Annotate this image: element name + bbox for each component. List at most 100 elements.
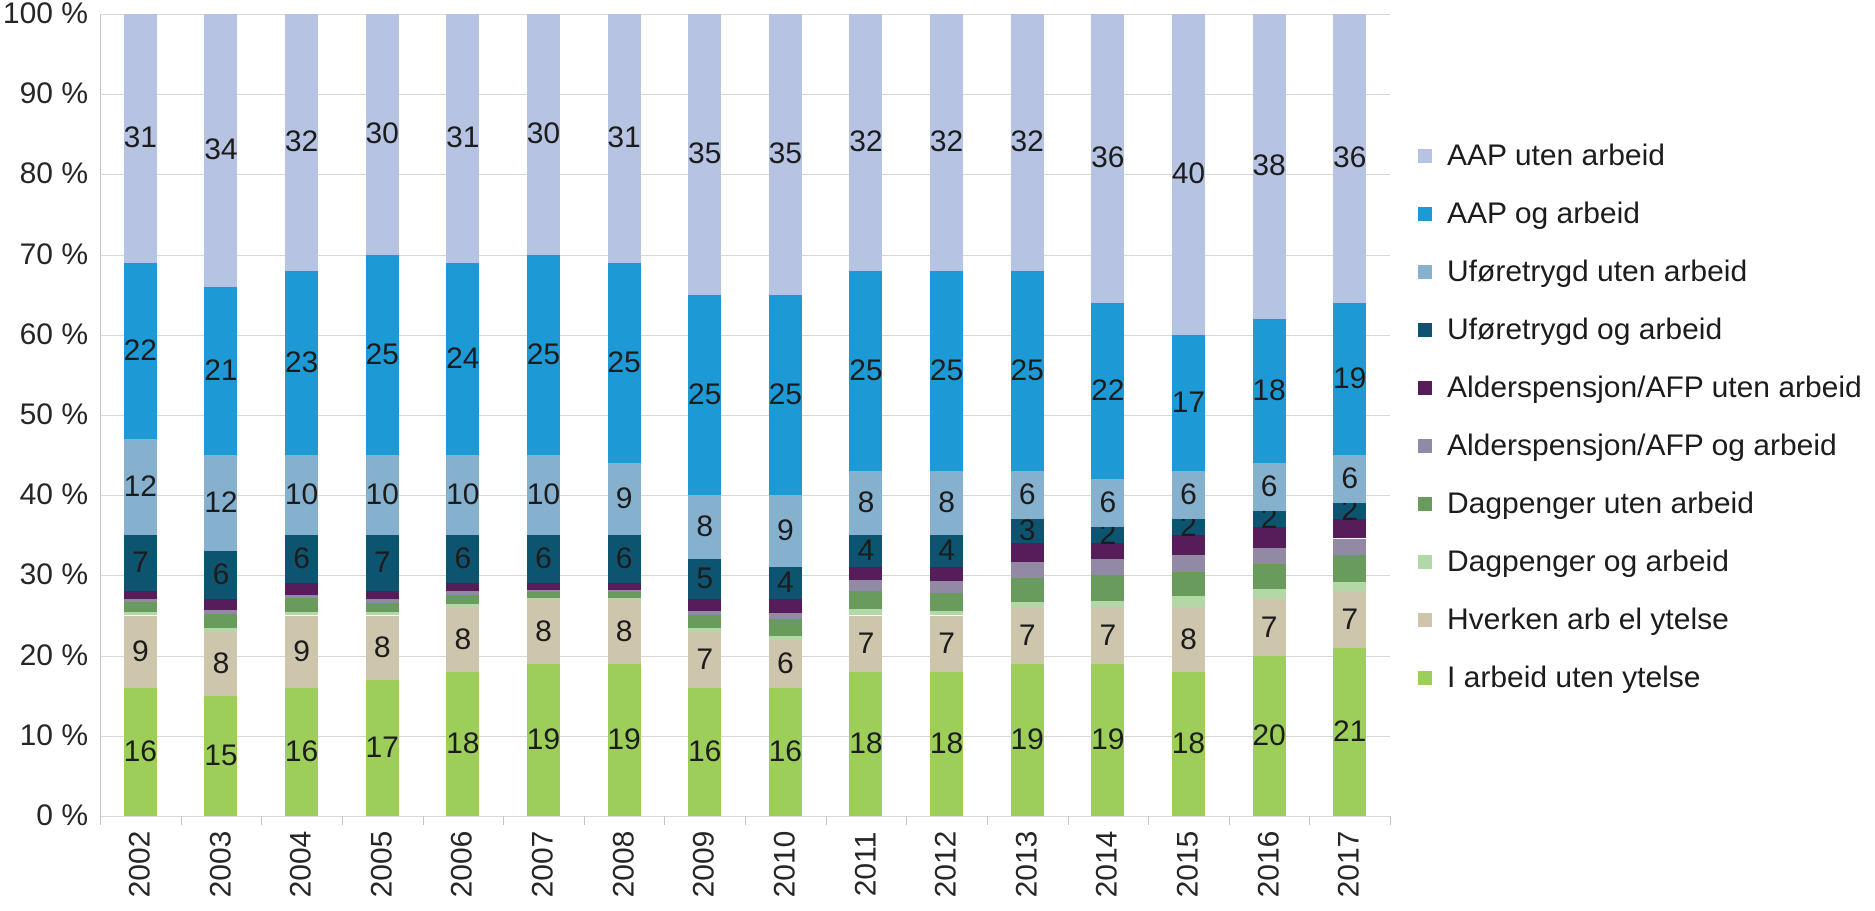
bar-segment-aap-uten-arbeid-2014 (1091, 14, 1125, 303)
bar-segment-uf-retrygd-uten-arbeid-2015 (1171, 471, 1205, 520)
x-tick-mark-6 (583, 816, 585, 825)
bar-segment-hverken-arb-el-ytelse-2006 (446, 607, 480, 672)
bar-segment-dagpenger-uten-arbeid-2015 (1171, 572, 1205, 597)
legend-swatch-i-arbeid-uten-ytelse (1418, 671, 1432, 685)
data-label-uf-retrygd-og-arbeid-2004: 6 (293, 542, 310, 576)
bar-segment-alderspensjon-afp-og-arbeid-2002 (123, 599, 157, 602)
bar-segment-aap-uten-arbeid-2008 (607, 14, 641, 263)
bar-segment-uf-retrygd-og-arbeid-2012 (930, 535, 964, 568)
bar-segment-alderspensjon-afp-uten-arbeid-2002 (123, 591, 157, 600)
bar-segment-alderspensjon-afp-og-arbeid-2004 (285, 594, 319, 598)
x-tick-mark-16 (1390, 816, 1391, 825)
bar-segment-uf-retrygd-og-arbeid-2014 (1091, 527, 1125, 544)
gridline-60 (100, 334, 1390, 336)
legend-label-dagpenger-og-arbeid: Dagpenger og arbeid (1447, 545, 1729, 578)
data-label-aap-uten-arbeid-2014: 36 (1091, 141, 1125, 175)
bar-segment-i-arbeid-uten-ytelse-2017 (1333, 647, 1367, 816)
bar-segment-i-arbeid-uten-ytelse-2013 (1010, 663, 1044, 816)
bar-segment-dagpenger-og-arbeid-2015 (1171, 596, 1205, 608)
data-label-hverken-arb-el-ytelse-2003: 8 (212, 646, 230, 680)
bar-segment-aap-uten-arbeid-2006 (446, 14, 480, 263)
bar-segment-alderspensjon-afp-uten-arbeid-2015 (1171, 535, 1205, 555)
data-label-hverken-arb-el-ytelse-2017: 7 (1341, 602, 1359, 636)
bar-segment-aap-uten-arbeid-2005 (365, 14, 399, 255)
data-label-hverken-arb-el-ytelse-2002: 9 (131, 634, 149, 668)
bar-segment-aap-og-arbeid-2017 (1333, 302, 1367, 456)
bar-segment-uf-retrygd-uten-arbeid-2012 (930, 471, 964, 536)
bar-segment-uf-retrygd-uten-arbeid-2003 (204, 455, 238, 552)
bar-segment-uf-retrygd-uten-arbeid-2002 (123, 439, 157, 536)
bar-segment-uf-retrygd-uten-arbeid-2008 (607, 463, 641, 536)
bar-segment-alderspensjon-afp-uten-arbeid-2007 (526, 583, 560, 590)
gridline-50 (100, 415, 1390, 416)
bar-segment-aap-og-arbeid-2006 (446, 262, 480, 456)
bar-segment-dagpenger-uten-arbeid-2014 (1091, 575, 1125, 602)
bar-segment-aap-uten-arbeid-2013 (1010, 14, 1044, 271)
x-tick-mark-7 (664, 816, 666, 825)
data-label-i-arbeid-uten-ytelse-2004: 16 (284, 734, 319, 768)
bar-segment-dagpenger-uten-arbeid-2006 (446, 594, 480, 605)
legend-swatch-alderspensjon-afp-og-arbeid (1418, 439, 1432, 453)
bar-segment-alderspensjon-afp-og-arbeid-2006 (446, 591, 480, 595)
bar-segment-uf-retrygd-uten-arbeid-2017 (1333, 455, 1367, 504)
bar-segment-uf-retrygd-uten-arbeid-2010 (768, 495, 802, 568)
y-tick-label-5: 50 % (19, 398, 88, 431)
bar-segment-hverken-arb-el-ytelse-2016 (1252, 599, 1286, 656)
bar-segment-dagpenger-uten-arbeid-2016 (1252, 564, 1286, 590)
legend-item-alderspensjon-afp-og-arbeid: Alderspensjon/AFP og arbeid (1418, 417, 1873, 475)
y-tick-label-1: 10 % (19, 718, 88, 752)
data-label-uf-retrygd-uten-arbeid-2016: 6 (1260, 470, 1278, 504)
x-tick-label-2011: 2011 (848, 831, 882, 897)
data-label-aap-og-arbeid-2002: 22 (123, 333, 157, 367)
bar-segment-uf-retrygd-og-arbeid-2017 (1333, 503, 1367, 520)
bar-segment-hverken-arb-el-ytelse-2011 (849, 615, 883, 672)
x-tick-mark-15 (1309, 816, 1311, 825)
data-label-uf-retrygd-og-arbeid-2015: 2 (1180, 510, 1197, 544)
data-label-uf-retrygd-uten-arbeid-2013: 6 (1018, 478, 1036, 512)
bar-segment-hverken-arb-el-ytelse-2010 (768, 639, 802, 688)
data-label-hverken-arb-el-ytelse-2012: 7 (938, 626, 955, 660)
bar-segment-uf-retrygd-og-arbeid-2008 (607, 535, 641, 584)
bar-segment-hverken-arb-el-ytelse-2015 (1171, 607, 1205, 672)
legend-swatch-hverken-arb-el-ytelse (1418, 613, 1432, 627)
data-label-aap-og-arbeid-2008: 25 (607, 345, 641, 379)
gridline-70 (100, 254, 1390, 256)
bar-segment-dagpenger-og-arbeid-2009 (688, 628, 722, 632)
data-label-aap-uten-arbeid-2010: 35 (768, 137, 802, 171)
data-label-hverken-arb-el-ytelse-2009: 7 (696, 642, 714, 676)
legend-item-alderspensjon-afp-uten-arbeid: Alderspensjon/AFP uten arbeid (1418, 359, 1873, 417)
data-label-aap-og-arbeid-2004: 23 (284, 345, 319, 379)
legend-swatch-aap-og-arbeid (1418, 207, 1432, 221)
bar-segment-i-arbeid-uten-ytelse-2011 (849, 671, 883, 816)
bar-segment-dagpenger-uten-arbeid-2009 (688, 614, 722, 629)
bar-segment-aap-uten-arbeid-2003 (204, 14, 238, 287)
bar-segment-hverken-arb-el-ytelse-2003 (204, 631, 238, 696)
data-label-hverken-arb-el-ytelse-2016: 7 (1260, 610, 1278, 644)
data-label-aap-og-arbeid-2007: 25 (526, 337, 561, 371)
legend-swatch-dagpenger-uten-arbeid (1418, 497, 1432, 511)
bar-segment-dagpenger-uten-arbeid-2013 (1010, 577, 1044, 602)
bar-segment-dagpenger-og-arbeid-2005 (365, 612, 399, 616)
bar-segment-aap-og-arbeid-2010 (768, 294, 802, 496)
bar-segment-i-arbeid-uten-ytelse-2009 (688, 687, 722, 816)
data-label-aap-og-arbeid-2013: 25 (1010, 353, 1044, 387)
data-label-aap-og-arbeid-2006: 24 (446, 341, 480, 375)
data-label-uf-retrygd-uten-arbeid-2015: 6 (1180, 478, 1197, 512)
data-label-i-arbeid-uten-ytelse-2002: 16 (123, 734, 157, 768)
legend-item-dagpenger-og-arbeid: Dagpenger og arbeid (1418, 533, 1873, 591)
legend-item-dagpenger-uten-arbeid: Dagpenger uten arbeid (1418, 475, 1873, 533)
x-tick-label-2010: 2010 (768, 830, 802, 898)
data-label-uf-retrygd-uten-arbeid-2006: 10 (446, 478, 480, 512)
bar-segment-dagpenger-og-arbeid-2017 (1333, 581, 1367, 592)
gridline-20 (100, 655, 1390, 657)
bar-segment-hverken-arb-el-ytelse-2012 (930, 615, 964, 672)
gridline-30 (100, 575, 1390, 577)
bar-segment-dagpenger-uten-arbeid-2011 (849, 590, 883, 610)
bar-segment-aap-og-arbeid-2004 (285, 270, 319, 456)
bar-segment-aap-uten-arbeid-2011 (849, 14, 883, 271)
x-tick-mark-4 (422, 816, 424, 825)
bar-segment-dagpenger-og-arbeid-2014 (1091, 601, 1125, 608)
x-tick-label-2017: 2017 (1332, 830, 1366, 898)
legend-swatch-uf-retrygd-og-arbeid (1418, 323, 1432, 337)
